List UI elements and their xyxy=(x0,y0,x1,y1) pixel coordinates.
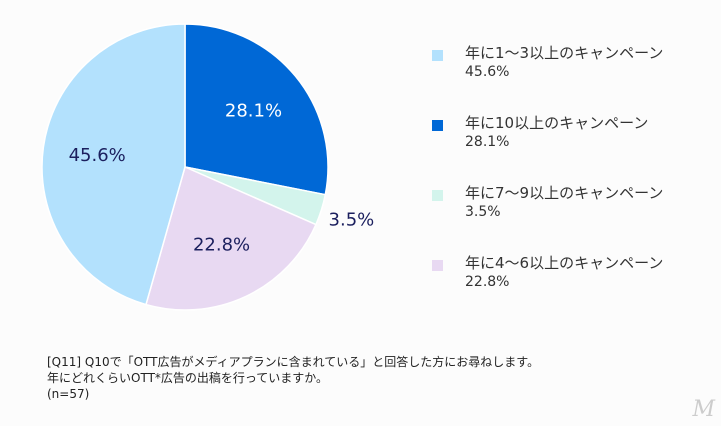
legend-swatch xyxy=(432,190,443,201)
slice-data-label: 22.8% xyxy=(193,235,250,256)
legend-value: 3.5% xyxy=(465,204,501,220)
slice-data-label: 45.6% xyxy=(69,145,126,166)
watermark-logo: M xyxy=(692,397,715,422)
legend-swatch xyxy=(432,120,443,131)
legend-label: 年に1〜3以上のキャンペーン xyxy=(465,44,664,62)
pie-slice xyxy=(145,165,317,311)
pie-slice xyxy=(41,23,186,306)
legend-value: 45.6% xyxy=(465,64,510,80)
pie-chart: 28.1% 3.5% 22.8% 45.6% xyxy=(41,23,375,311)
legend-label: 年に10以上のキャンペーン xyxy=(465,114,649,132)
caption-sample-size: (n=57) xyxy=(47,387,90,401)
legend-swatch xyxy=(432,50,443,61)
caption-line-1: [Q11] Q10で「OTT広告がメディアプランに含まれている」と回答した方にお… xyxy=(47,355,540,369)
legend-label: 年に7〜9以上のキャンペーン xyxy=(465,184,664,202)
legend-value: 22.8% xyxy=(465,274,510,290)
legend-value: 28.1% xyxy=(465,134,510,150)
caption: [Q11] Q10で「OTT広告がメディアプランに含まれている」と回答した方にお… xyxy=(47,354,539,402)
legend-swatch xyxy=(432,260,443,271)
legend-label: 年に4〜6以上のキャンペーン xyxy=(465,254,664,272)
slice-data-label: 28.1% xyxy=(225,101,282,122)
slice-data-label: 3.5% xyxy=(329,209,375,230)
pie-slice xyxy=(184,23,329,196)
caption-line-2: 年にどれくらいOTT*広告の出稿を行っていますか。 xyxy=(47,371,329,385)
